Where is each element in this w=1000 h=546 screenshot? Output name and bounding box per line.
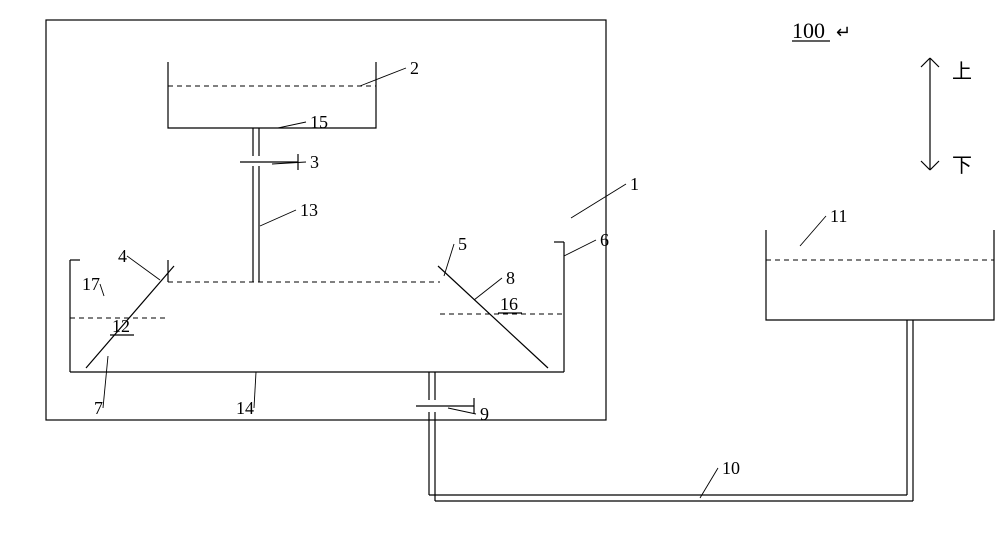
- callout-9: 9: [480, 404, 489, 424]
- callout-7: 7: [94, 398, 103, 418]
- callout-5: 5: [458, 234, 467, 254]
- callout-11: 11: [830, 206, 847, 226]
- callout-2: 2: [410, 58, 419, 78]
- callout-13: 13: [300, 200, 318, 220]
- svg-text:↵: ↵: [836, 22, 851, 42]
- svg-text:100: 100: [792, 18, 825, 43]
- callout-14: 14: [236, 398, 254, 418]
- callout-3: 3: [310, 152, 319, 172]
- callout-15: 15: [310, 112, 328, 132]
- callout-17: 17: [82, 274, 100, 294]
- callout-16: 16: [500, 294, 518, 314]
- callout-8: 8: [506, 268, 515, 288]
- schematic-diagram: 100↵上下1234567891011121314151617: [0, 0, 1000, 546]
- callout-6: 6: [600, 230, 609, 250]
- svg-text:上: 上: [952, 60, 972, 83]
- callout-4: 4: [118, 246, 127, 266]
- svg-text:下: 下: [952, 155, 972, 177]
- callout-1: 1: [630, 174, 639, 194]
- callout-12: 12: [112, 316, 130, 336]
- callout-10: 10: [722, 458, 740, 478]
